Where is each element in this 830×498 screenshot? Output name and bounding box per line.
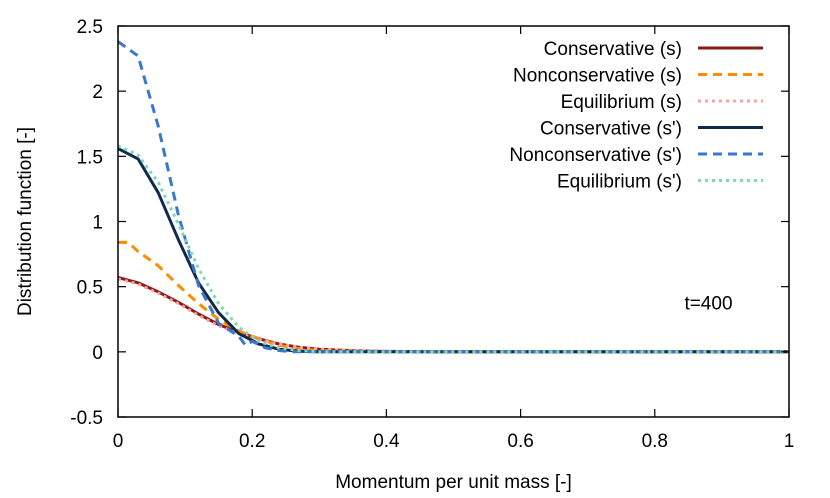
y-tick-label: 2 [92,82,103,103]
x-tick-label: 0.2 [239,431,265,452]
y-tick-label: 1 [92,213,103,234]
y-tick-label: 2.5 [77,17,103,38]
series-layer [117,40,789,354]
legend-label: Equilibrium (s) [561,92,682,113]
x-axis-label: Momentum per unit mass [-] [335,472,572,493]
y-axis-label: Distribution function [-] [15,127,36,316]
y-tick-label: -0.5 [70,408,103,429]
y-tick-label: 1.5 [77,147,103,168]
legend: Conservative (s) Nonconservative (s) Equil… [509,39,763,193]
plot-frame [117,25,790,418]
x-tick-label: 0.8 [642,431,668,452]
y-tick-label: 0 [92,343,103,364]
y-tick-label: 0.5 [77,278,103,299]
x-tick-label: 0 [113,431,124,452]
series-line-6 [117,144,789,354]
annotation-label: t=400 [684,293,732,314]
legend-label: Nonconservative (s') [509,145,682,166]
legend-label: Nonconservative (s) [513,66,682,87]
legend-label: Equilibrium (s') [557,172,682,193]
legend-label: Conservative (s) [544,39,682,60]
x-tick-label: 0.6 [507,431,533,452]
legend-label: Conservative (s') [540,119,682,140]
x-tick-label: 0.4 [373,431,400,452]
ticks-layer: 0 0.2 0.4 0.6 0.8 1 -0.5 0 0.5 1 1.5 2 2.5 [70,17,794,452]
x-tick-label: 1 [784,431,795,452]
series-line-3 [117,277,789,354]
